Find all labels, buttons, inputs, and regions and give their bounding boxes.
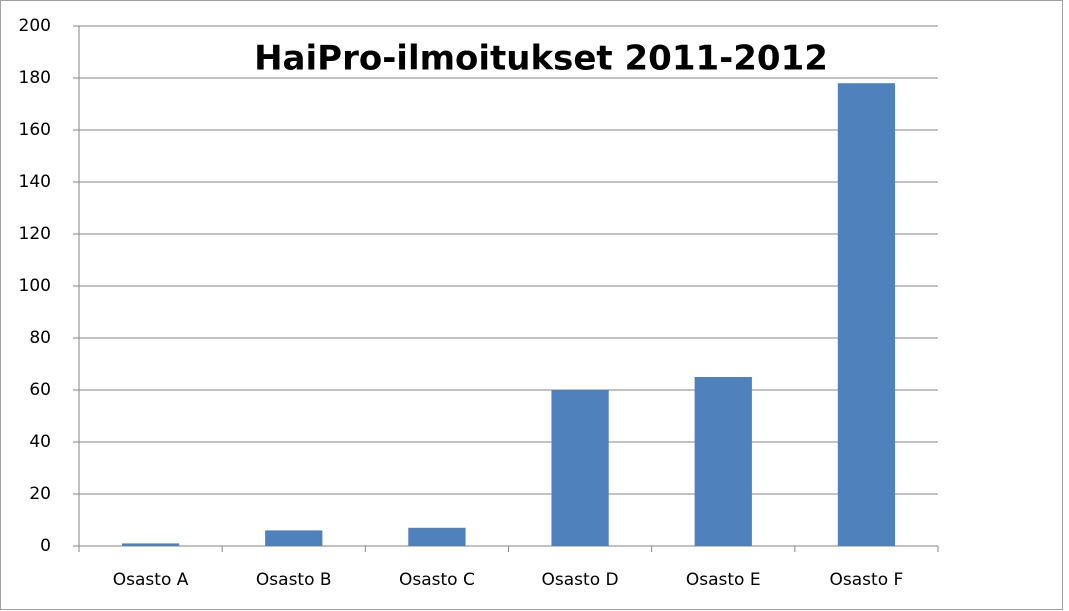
y-tick-label: 60 — [29, 380, 51, 400]
x-tick-label: Osasto F — [830, 570, 904, 590]
chart-title: HaiPro-ilmoitukset 2011-2012 — [254, 39, 828, 79]
y-tick-label: 40 — [29, 432, 51, 452]
y-tick-label: 80 — [29, 328, 51, 348]
y-tick-label: 160 — [19, 120, 51, 140]
bar — [694, 377, 752, 546]
y-tick-label: 120 — [19, 224, 51, 244]
bar — [121, 543, 180, 546]
y-tick-label: 0 — [40, 536, 51, 556]
y-tick-label: 20 — [29, 484, 51, 504]
y-tick-label: 200 — [19, 16, 51, 36]
y-tick-label: 180 — [19, 68, 51, 88]
x-tick-label: Osasto A — [113, 570, 189, 590]
bar — [265, 530, 323, 546]
x-tick-label: Osasto C — [399, 570, 475, 590]
y-tick-label: 100 — [19, 276, 51, 296]
x-tick-label: Osasto B — [256, 570, 332, 590]
y-tick-label: 140 — [19, 172, 51, 192]
bar — [408, 527, 466, 546]
x-tick-label: Osasto D — [542, 570, 619, 590]
bar — [837, 83, 896, 546]
bar — [551, 390, 609, 546]
x-tick-label: Osasto E — [686, 570, 761, 590]
